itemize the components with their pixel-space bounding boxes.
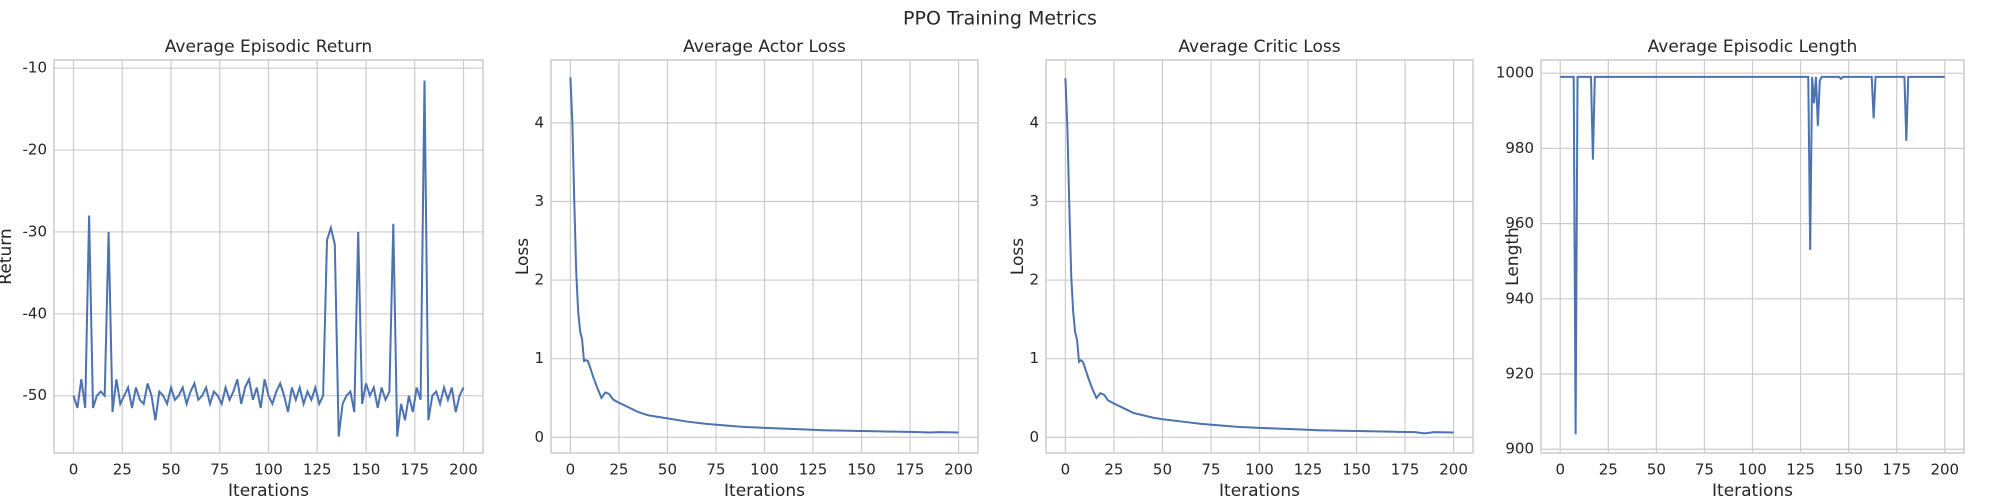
series [1064, 78, 1454, 435]
y-tick-label: 4 [534, 113, 544, 131]
x-tick-label: 75 [1201, 461, 1220, 479]
y-tick-label: 0 [1029, 428, 1039, 446]
x-tick-label: 100 [254, 461, 283, 479]
y-tick-label: 1000 [1496, 64, 1534, 82]
y-tick-label: 2 [534, 271, 544, 289]
y-tick-label: -40 [23, 304, 48, 322]
x-tick-label: 175 [896, 461, 925, 479]
x-axis-label: Iterations [1712, 481, 1793, 500]
y-tick-label: 1 [534, 349, 544, 367]
x-axis-label: Iterations [1219, 481, 1300, 500]
x-tick-label: 125 [303, 461, 332, 479]
y-tick-label: -20 [23, 141, 48, 159]
x-tick-label: 125 [799, 461, 828, 479]
y-tick-label: -30 [23, 222, 48, 240]
x-tick-label: 200 [1930, 461, 1959, 479]
x-tick-label: 0 [69, 461, 79, 479]
x-tick-label: 150 [1834, 461, 1863, 479]
x-tick-label: 0 [566, 461, 576, 479]
x-axis-label: Iterations [228, 481, 309, 500]
y-axis-label: Loss [513, 238, 533, 275]
x-tick-label: 0 [1555, 461, 1565, 479]
x-tick-label: 100 [1738, 461, 1767, 479]
y-tick-label: 960 [1505, 214, 1534, 232]
data-line [1064, 78, 1454, 435]
x-tick-label: 200 [449, 461, 478, 479]
axes-frame [550, 59, 979, 454]
data-line [569, 77, 959, 434]
y-tick-label: -50 [23, 386, 48, 404]
x-tick-label: 100 [750, 461, 779, 479]
x-axis-label: Iterations [724, 481, 805, 500]
series [72, 80, 465, 437]
y-tick-label: 2 [1029, 271, 1039, 289]
subplot: 0 25 50 75 100 125 150 175 200 900 920 940 960 980 100… [1496, 37, 1965, 500]
y-tick-label: 3 [534, 192, 544, 210]
x-tick-label: 100 [1245, 461, 1274, 479]
y-tick-label: 4 [1029, 113, 1039, 131]
subplot-title: Average Episodic Return [165, 37, 372, 57]
x-tick-label: 25 [113, 461, 132, 479]
x-tick-label: 75 [1695, 461, 1714, 479]
x-tick-label: 125 [1786, 461, 1815, 479]
x-tick-label: 25 [1104, 461, 1123, 479]
x-tick-label: 200 [1439, 461, 1468, 479]
y-tick-label: 3 [1029, 192, 1039, 210]
x-tick-label: 50 [658, 461, 677, 479]
x-tick-label: 175 [1391, 461, 1420, 479]
subplot-title: Average Actor Loss [683, 37, 846, 57]
axes-frame [1045, 59, 1474, 454]
x-tick-label: 150 [1342, 461, 1371, 479]
x-tick-label: 75 [210, 461, 229, 479]
x-tick-label: 25 [1599, 461, 1618, 479]
y-axis-label: Loss [1008, 238, 1028, 275]
y-axis-label: Return [0, 228, 16, 284]
y-tick-label: 980 [1505, 139, 1534, 157]
x-tick-label: 50 [1647, 461, 1666, 479]
figure-title: PPO Training Metrics [903, 8, 1097, 30]
y-tick-label: 940 [1505, 289, 1534, 307]
y-tick-label: 900 [1505, 440, 1534, 458]
y-tick-label: -10 [23, 59, 48, 77]
y-axis-label: Length [1503, 227, 1523, 286]
x-tick-label: 50 [161, 461, 180, 479]
subplot: 0 25 50 75 100 125 150 175 200 0 1 2 3 4 Average Actor… [513, 37, 979, 500]
data-line [1560, 75, 1945, 435]
y-tick-label: 0 [534, 428, 544, 446]
x-tick-label: 150 [352, 461, 381, 479]
x-tick-label: 75 [706, 461, 725, 479]
subplot: 0 25 50 75 100 125 150 175 200 -50 -40 -30 -20 -10 Ave… [0, 37, 484, 500]
data-line [72, 80, 465, 437]
axes-frame [53, 59, 484, 454]
axes-frame [1540, 59, 1965, 454]
x-tick-label: 125 [1294, 461, 1323, 479]
y-tick-label: 1 [1029, 349, 1039, 367]
x-tick-label: 25 [609, 461, 628, 479]
x-tick-label: 50 [1153, 461, 1172, 479]
x-tick-label: 175 [400, 461, 429, 479]
subplot-title: Average Episodic Length [1648, 37, 1858, 57]
series [1560, 75, 1945, 435]
subplot-title: Average Critic Loss [1178, 37, 1340, 57]
x-tick-label: 0 [1061, 461, 1071, 479]
x-tick-label: 175 [1882, 461, 1911, 479]
y-tick-label: 920 [1505, 365, 1534, 383]
subplot: 0 25 50 75 100 125 150 175 200 0 1 2 3 4 Average Criti… [1008, 37, 1474, 500]
x-tick-label: 200 [944, 461, 973, 479]
series [569, 77, 959, 434]
x-tick-label: 150 [847, 461, 876, 479]
